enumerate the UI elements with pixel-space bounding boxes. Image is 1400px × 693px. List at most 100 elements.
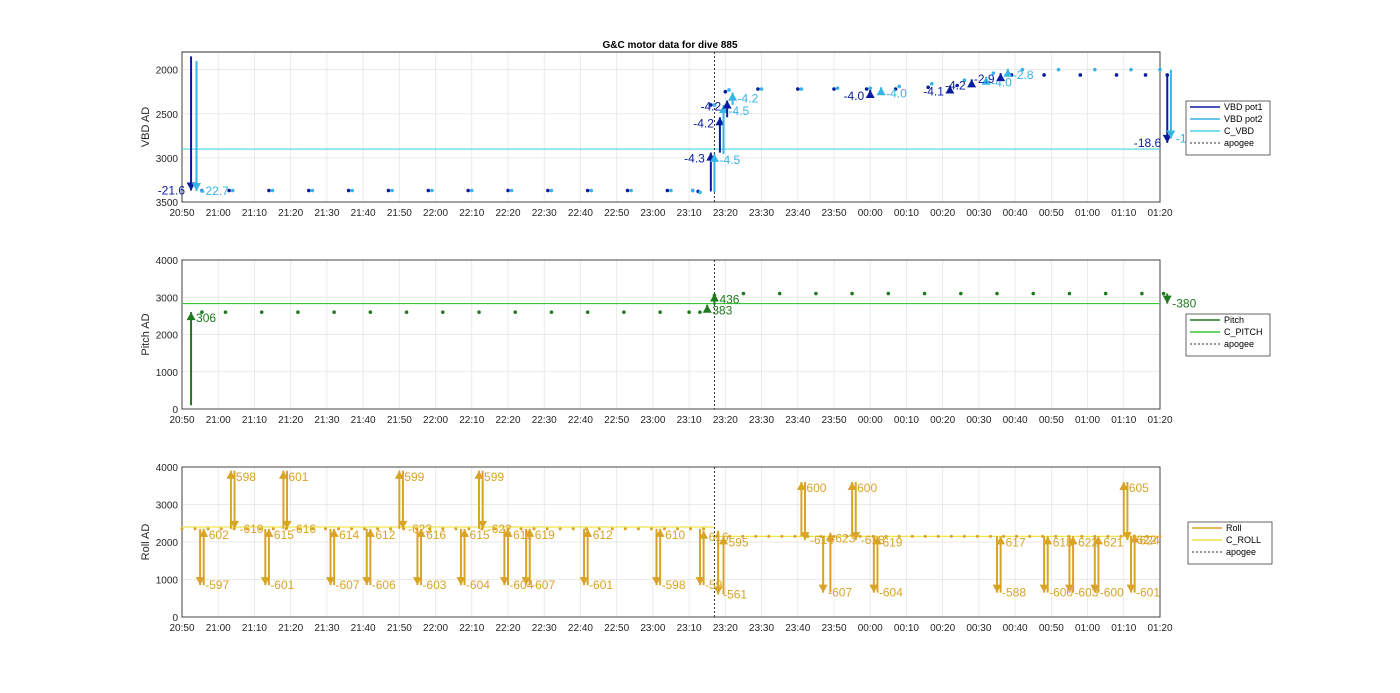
vbd-pot2-point: [200, 189, 204, 193]
roll-point: [636, 527, 640, 531]
move-label: 612: [593, 528, 613, 542]
vbd-pot2-point: [270, 188, 275, 193]
x-tick-label: 00:20: [930, 623, 955, 634]
roll-point: [454, 527, 458, 531]
move-arrowhead: [329, 528, 339, 537]
roll-point: [1106, 534, 1110, 538]
vbd-pot1-point: [546, 188, 550, 193]
roll-point: [519, 527, 523, 531]
move-arrowhead: [230, 520, 240, 529]
move-arrowhead: [416, 528, 426, 537]
vbd-pot1-point: [267, 188, 271, 193]
vbd-pot2-point: [589, 188, 594, 193]
x-tick-label: 21:10: [242, 208, 267, 219]
move-label: 600: [806, 481, 826, 495]
x-tick-label: 01:20: [1147, 415, 1172, 426]
move-arrowhead: [226, 470, 236, 479]
vbd-pot1-point: [426, 188, 431, 193]
y-tick-label: 3500: [156, 198, 179, 209]
roll-point: [297, 527, 301, 531]
roll-point: [389, 527, 393, 531]
move-label: 615: [470, 528, 490, 542]
vbd-pot1-point: [665, 188, 670, 193]
x-tick-label: 21:30: [314, 208, 339, 219]
move-arrowhead: [326, 577, 336, 586]
x-tick-label: 22:10: [459, 208, 484, 219]
move-label: 611: [513, 528, 532, 542]
vbd-pot1-point: [1078, 73, 1083, 77]
roll-point: [545, 527, 549, 531]
legend-entry: Roll: [1226, 523, 1242, 533]
roll-point: [793, 534, 797, 538]
pitch-point: [777, 291, 782, 296]
x-tick-label: 21:50: [387, 415, 412, 426]
roll-point: [610, 527, 614, 531]
pitch-point: [404, 310, 409, 314]
x-tick-label: 22:10: [459, 623, 484, 634]
vbd-pot2-point: [1129, 67, 1133, 72]
roll-point: [676, 527, 680, 531]
x-tick-label: 00:20: [930, 415, 955, 426]
move-label: -4.2: [693, 116, 714, 130]
vbd-pot1-point: [893, 87, 898, 91]
x-tick-label: 21:50: [387, 208, 412, 219]
pitch-point: [1140, 291, 1144, 296]
x-tick-label: 23:10: [677, 623, 702, 634]
pitch-point: [441, 310, 445, 314]
vbd-pot2-point: [835, 86, 840, 90]
move-label: -4.0: [844, 89, 865, 103]
x-tick-label: 23:40: [785, 623, 810, 634]
vbd-pot1-point: [1143, 73, 1148, 77]
x-tick-label: 21:20: [278, 415, 303, 426]
move-label: 601: [288, 470, 308, 484]
pitch-point: [223, 310, 228, 314]
x-tick-label: 00:40: [1003, 208, 1028, 219]
move-label: -607: [336, 578, 360, 592]
move-label: -22.7: [201, 184, 229, 198]
y-tick-label: 3000: [156, 293, 179, 304]
roll-point: [493, 527, 497, 531]
x-tick-label: 23:50: [821, 623, 846, 634]
x-tick-label: 00:10: [894, 415, 919, 426]
vbd-pot2-point: [698, 190, 702, 195]
roll-point: [923, 534, 927, 538]
plot-frame: [181, 51, 1161, 203]
move-label: 383: [712, 304, 732, 318]
pitch-point: [958, 291, 963, 296]
pitch-point: [296, 310, 300, 314]
move-arrowhead: [719, 536, 729, 545]
roll-point: [988, 534, 992, 538]
vbd-pot1-point: [346, 188, 351, 193]
move-arrowhead: [199, 528, 209, 537]
move-label: 617: [1006, 535, 1026, 549]
x-tick-label: 01:10: [1111, 415, 1136, 426]
legend-box: [1187, 521, 1273, 565]
x-tick-label: 23:00: [640, 208, 665, 219]
vbd-pot1-point: [227, 188, 231, 193]
roll-point: [271, 527, 275, 531]
vbd-pot1-point: [386, 188, 391, 193]
x-tick-label: 00:40: [1003, 415, 1028, 426]
x-tick-label: 22:20: [495, 623, 520, 634]
roll-point: [754, 534, 758, 538]
legend-entry: apogee: [1224, 339, 1254, 349]
y-axis-label: VBD AD: [140, 107, 152, 147]
move-arrowhead: [695, 577, 705, 586]
x-tick-label: 00:10: [894, 623, 919, 634]
x-tick-label: 22:30: [532, 623, 557, 634]
pitch-point: [1161, 291, 1166, 296]
move-arrowhead: [945, 85, 955, 94]
move-arrowhead: [579, 577, 589, 586]
move-label: -598: [662, 578, 686, 592]
move-label: -380: [1172, 297, 1196, 311]
x-tick-label: 22:10: [459, 415, 484, 426]
roll-panel: 20:50 21:00 21:10 21:20 21:30 21:40 21:50 22:00…: [140, 463, 1273, 634]
y-axis-label: Roll AD: [140, 524, 152, 561]
pitch-point: [1067, 291, 1072, 296]
move-label: 605: [1129, 481, 1149, 495]
x-tick-label: 22:00: [423, 623, 448, 634]
move-label: 612: [375, 528, 395, 542]
y-tick-label: 3000: [156, 501, 179, 512]
move-arrowhead: [709, 293, 719, 302]
